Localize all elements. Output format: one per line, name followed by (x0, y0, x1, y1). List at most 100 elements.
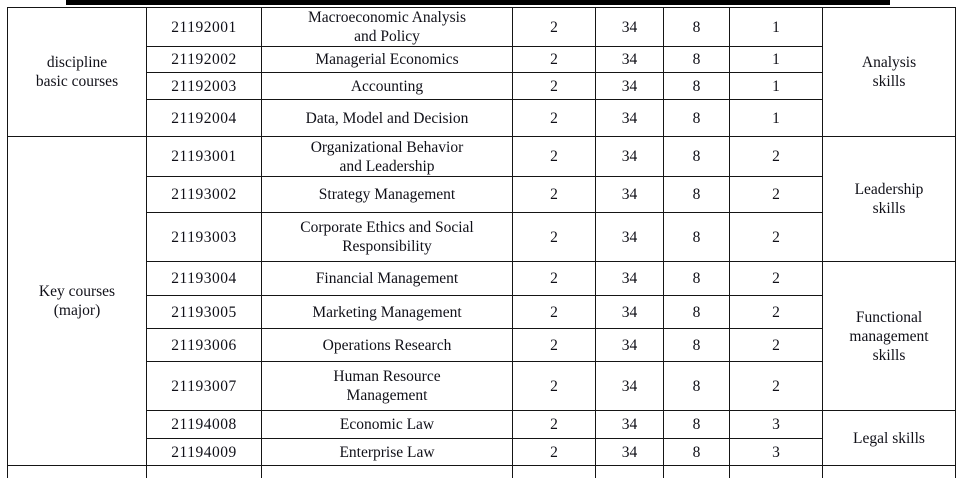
curriculum-table: discipline basic courses 21192001 Macroeco… (7, 7, 956, 478)
table-row: 21192003 Accounting 2 34 8 1 (8, 72, 956, 100)
value-cell: 2 (512, 410, 596, 439)
partial-cell (512, 465, 596, 478)
table-row: 21193002 Strategy Management 2 34 8 2 (8, 176, 956, 213)
table-row: 21193005 Marketing Management 2 34 8 2 (8, 295, 956, 329)
value-cell: 2 (512, 7, 596, 47)
value-cell: 34 (595, 438, 664, 466)
course-code-cell: 21193004 (146, 261, 262, 296)
value-cell: 34 (595, 72, 664, 100)
value-cell: 34 (595, 46, 664, 73)
value-cell: 34 (595, 136, 664, 177)
course-code-cell: 21192001 (146, 7, 262, 47)
value-cell: 8 (663, 361, 730, 411)
course-name-cell: Operations Research (261, 328, 513, 362)
value-cell: 2 (512, 46, 596, 73)
course-code-cell: 21192002 (146, 46, 262, 73)
value-cell: 1 (729, 46, 823, 73)
course-name-cell: Economic Law (261, 410, 513, 439)
partial-cell (729, 465, 823, 478)
value-cell: 34 (595, 176, 664, 213)
table-row: 21192004 Data, Model and Decision 2 34 8 1 (8, 99, 956, 137)
value-cell: 8 (663, 72, 730, 100)
course-name-cell: Managerial Economics (261, 46, 513, 73)
value-cell: 3 (729, 438, 823, 466)
value-cell: 2 (729, 212, 823, 262)
value-cell: 2 (512, 328, 596, 362)
top-thick-rule (66, 0, 890, 5)
course-code-cell: 21194009 (146, 438, 262, 466)
value-cell: 2 (512, 261, 596, 296)
value-cell: 8 (663, 328, 730, 362)
value-cell: 1 (729, 7, 823, 47)
value-cell: 34 (595, 99, 664, 137)
course-name-cell: Accounting (261, 72, 513, 100)
course-code-cell: 21192003 (146, 72, 262, 100)
value-cell: 8 (663, 410, 730, 439)
category-cell: Key courses (major) (7, 136, 147, 466)
value-cell: 2 (512, 72, 596, 100)
partial-cell (261, 465, 513, 478)
skill-cell: Legal skills (822, 410, 956, 466)
value-cell: 3 (729, 410, 823, 439)
value-cell: 34 (595, 361, 664, 411)
table-row: 21192002 Managerial Economics 2 34 8 1 (8, 46, 956, 73)
course-name-cell: Corporate Ethics and Social Responsibili… (261, 212, 513, 262)
value-cell: 34 (595, 261, 664, 296)
value-cell: 34 (595, 328, 664, 362)
skill-cell: Analysis skills (822, 7, 956, 137)
value-cell: 2 (512, 212, 596, 262)
value-cell: 2 (729, 295, 823, 329)
table-row: 21194008 Economic Law 2 34 8 3 Legal skills (8, 410, 956, 466)
table-row: 21193004 Financial Management 2 34 8 2 Functio… (8, 261, 956, 411)
course-name-cell: Enterprise Law (261, 438, 513, 466)
course-name-cell: Organizational Behavior and Leadership (261, 136, 513, 177)
value-cell: 2 (512, 438, 596, 466)
value-cell: 2 (512, 361, 596, 411)
course-name-cell: Strategy Management (261, 176, 513, 213)
curriculum-table-body: discipline basic courses 21192001 Macroeco… (7, 7, 956, 478)
partial-cell (7, 465, 147, 478)
value-cell: 2 (729, 176, 823, 213)
value-cell: 1 (729, 99, 823, 137)
partial-cell (146, 465, 262, 478)
course-code-cell: 21193005 (146, 295, 262, 329)
value-cell: 2 (729, 261, 823, 296)
table-row: discipline basic courses 21192001 Macroeco… (7, 7, 956, 137)
course-code-cell: 21193001 (146, 136, 262, 177)
value-cell: 2 (512, 295, 596, 329)
course-code-cell: 21193007 (146, 361, 262, 411)
value-cell: 34 (595, 212, 664, 262)
value-cell: 2 (512, 176, 596, 213)
value-cell: 8 (663, 295, 730, 329)
value-cell: 8 (663, 212, 730, 262)
partial-cell (822, 465, 956, 478)
skill-cell: Leadership skills (822, 136, 956, 262)
course-name-cell: Financial Management (261, 261, 513, 296)
value-cell: 1 (729, 72, 823, 100)
table-row: 21193003 Corporate Ethics and Social Resp… (8, 212, 956, 262)
value-cell: 34 (595, 410, 664, 439)
table-row: 21193007 Human Resource Management 2 34 8 2 (8, 361, 956, 411)
course-name-cell: Human Resource Management (261, 361, 513, 411)
course-code-cell: 21193003 (146, 212, 262, 262)
value-cell: 8 (663, 438, 730, 466)
course-code-cell: 21194008 (146, 410, 262, 439)
course-name-cell: Marketing Management (261, 295, 513, 329)
table-row: 21194009 Enterprise Law 2 34 8 3 (8, 438, 956, 466)
value-cell: 2 (729, 328, 823, 362)
value-cell: 2 (512, 136, 596, 177)
skill-cell: Functional management skills (822, 261, 956, 411)
partial-cell (595, 465, 664, 478)
course-code-cell: 21193002 (146, 176, 262, 213)
partial-cutoff-row (7, 465, 956, 478)
course-name-cell: Macroeconomic Analysis and Policy (261, 7, 513, 47)
table-row: Key courses (major) 21193001 Organizationa… (7, 136, 956, 466)
course-code-cell: 21192004 (146, 99, 262, 137)
value-cell: 2 (729, 136, 823, 177)
value-cell: 8 (663, 46, 730, 73)
value-cell: 2 (729, 361, 823, 411)
table-row: 21193006 Operations Research 2 34 8 2 (8, 328, 956, 362)
value-cell: 34 (595, 295, 664, 329)
value-cell: 8 (663, 176, 730, 213)
category-cell: discipline basic courses (7, 7, 147, 137)
